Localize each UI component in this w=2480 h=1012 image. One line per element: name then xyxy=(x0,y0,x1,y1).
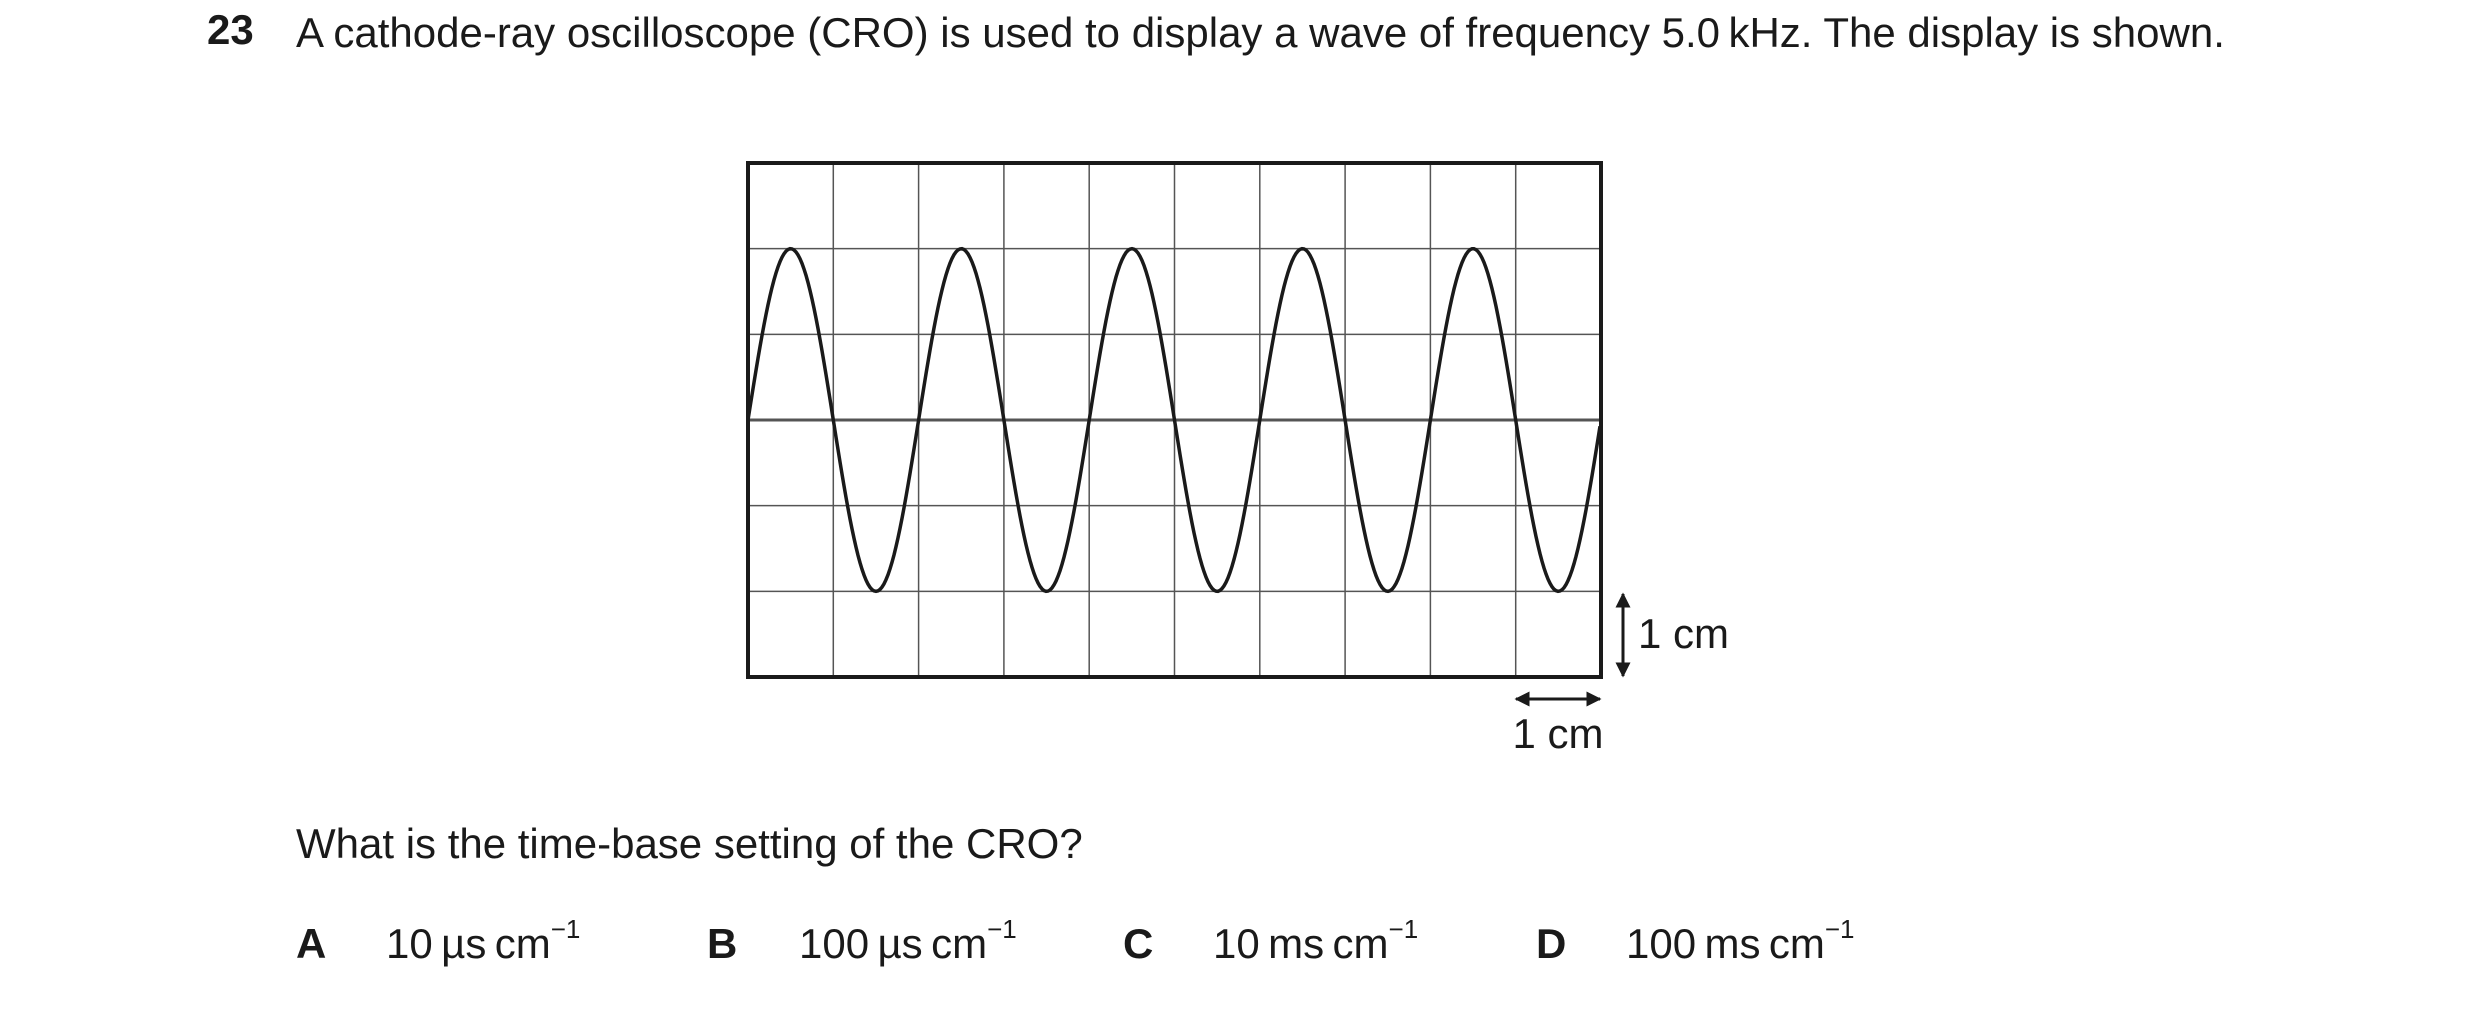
option-exponent: −1 xyxy=(1388,914,1419,944)
option-exponent: −1 xyxy=(987,914,1017,944)
question-prompt: What is the time-base setting of the CRO… xyxy=(296,820,1083,867)
option-value: 100 ms cm−1 xyxy=(1626,914,1855,968)
option-letter: A xyxy=(296,920,327,967)
question-text: A cathode-ray oscilloscope (CRO) is used… xyxy=(296,9,2225,56)
option-exponent: −1 xyxy=(1824,914,1855,944)
option-letter: C xyxy=(1123,920,1154,967)
option-text: 10 µs cm xyxy=(386,920,551,967)
option-letter: D xyxy=(1536,920,1567,967)
cro-diagram: 1 cm 1 cm xyxy=(746,161,1729,757)
screen-border xyxy=(746,161,1603,679)
option-value: 10 ms cm−1 xyxy=(1213,914,1418,968)
option-value: 100 µs cm−1 xyxy=(799,914,1017,968)
option-exponent: −1 xyxy=(550,914,581,944)
option-text: 10 ms cm xyxy=(1213,920,1389,967)
option-text: 100 µs cm xyxy=(799,920,988,967)
sine-wave xyxy=(746,246,1602,594)
option-text: 100 ms cm xyxy=(1626,920,1825,967)
vertical-scale-label: 1 cm xyxy=(1638,610,1729,657)
option-value: 10 µs cm−1 xyxy=(386,914,580,968)
option-letter: B xyxy=(707,920,738,967)
horizontal-scale-label: 1 cm xyxy=(1512,710,1603,757)
question-number: 23 xyxy=(207,6,254,53)
